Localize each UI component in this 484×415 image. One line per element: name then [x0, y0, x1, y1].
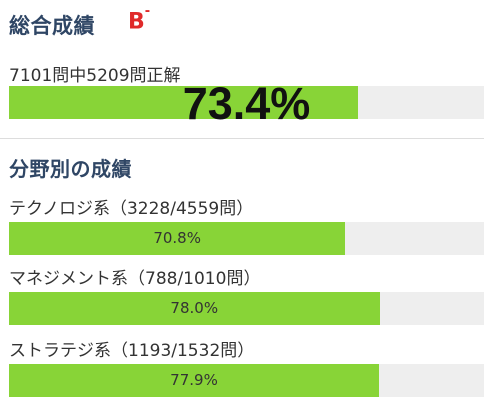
category-percent-strategy: 77.9% — [170, 371, 218, 389]
category-label-technology: テクノロジ系（3228/4559問） — [9, 199, 254, 219]
category-label-strategy: ストラテジ系（1193/1532問） — [9, 341, 255, 361]
overall-percent: 73.4% — [182, 78, 311, 129]
overall-title: 総合成績 — [9, 14, 95, 38]
category-percent-technology: 70.8% — [153, 229, 201, 247]
overall-progress-fill — [9, 86, 358, 119]
overall-summary: 7101問中5209問正解 — [9, 66, 181, 86]
category-progress-bar-strategy: 77.9% — [9, 364, 484, 397]
grade-letter: B — [128, 9, 145, 35]
overall-progress-bar — [9, 86, 484, 119]
category-progress-fill-management — [9, 292, 380, 325]
category-progress-fill-technology — [9, 222, 346, 255]
category-progress-bar-management: 78.0% — [9, 292, 484, 325]
category-percent-management: 78.0% — [170, 299, 219, 317]
category-progress-fill-strategy — [9, 364, 380, 397]
categories-title: 分野別の成績 — [9, 157, 132, 181]
grade-mark: - — [144, 4, 151, 19]
grade-badge: B- — [128, 4, 150, 35]
section-divider — [0, 138, 484, 139]
category-progress-bar-technology: 70.8% — [9, 222, 484, 255]
category-label-management: マネジメント系（788/1010問） — [9, 269, 261, 289]
